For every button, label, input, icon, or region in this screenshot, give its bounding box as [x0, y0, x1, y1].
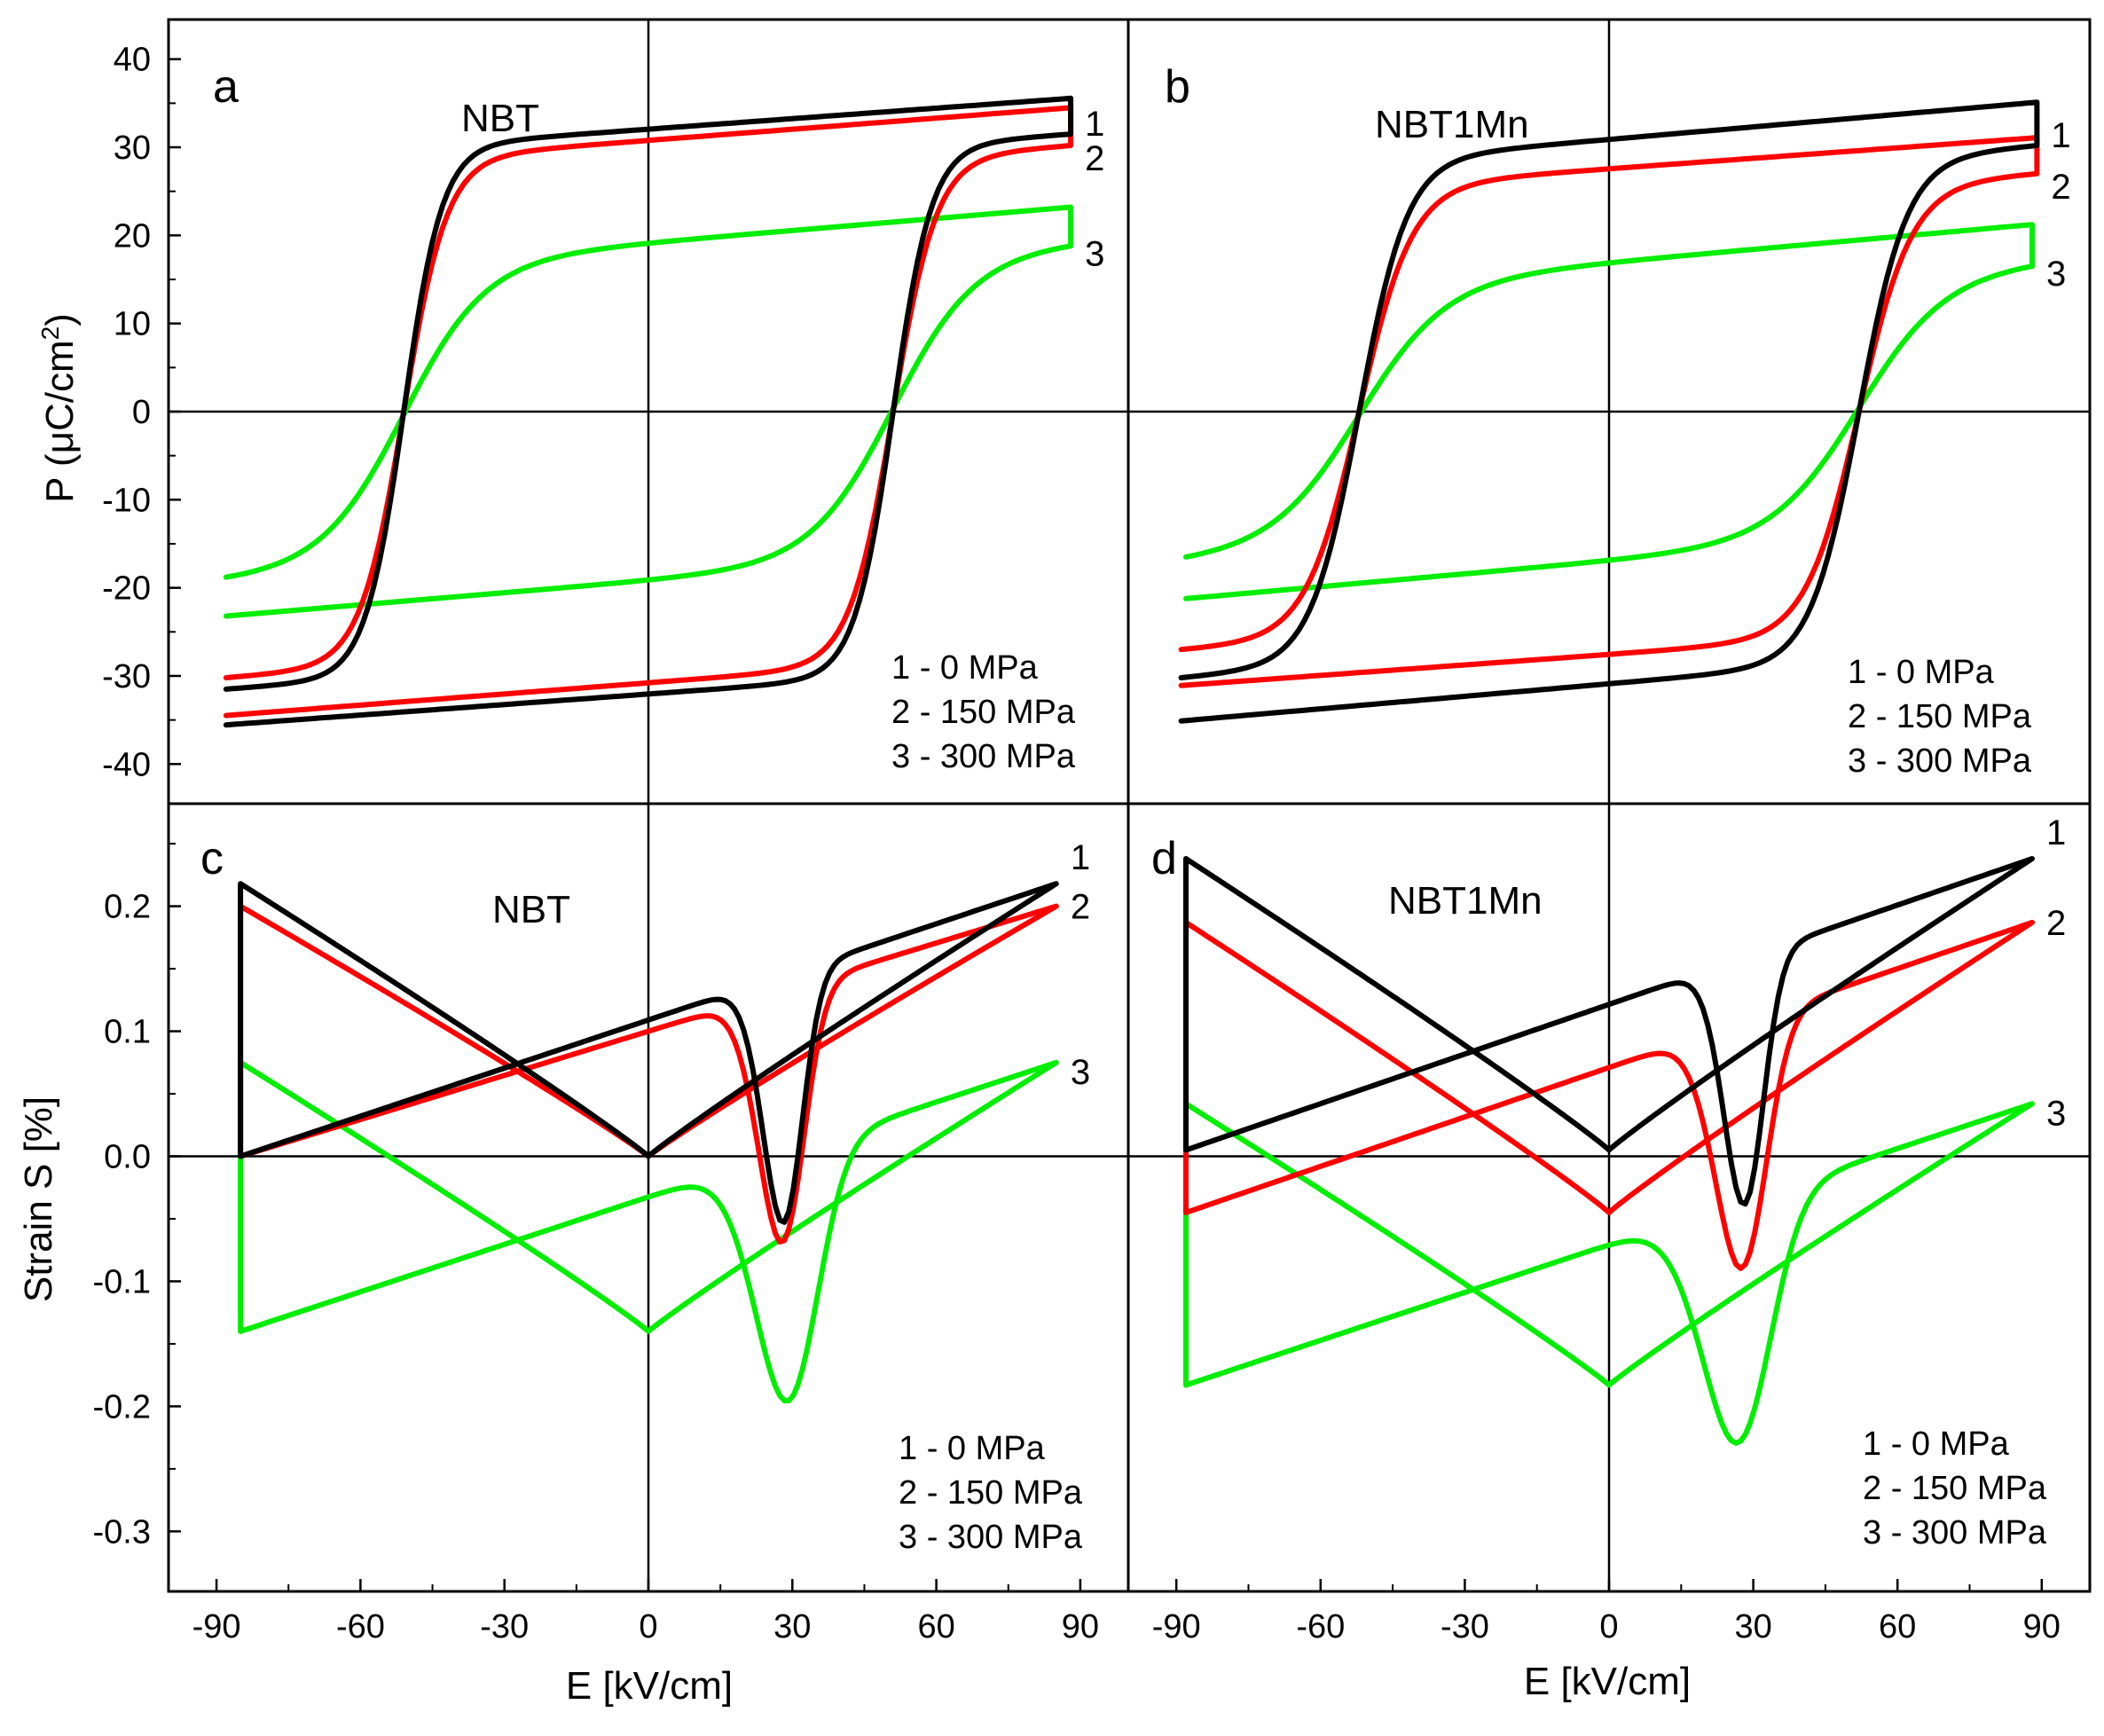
chart-frame	[167, 18, 2092, 1593]
panel-a-title: NBT	[461, 97, 539, 140]
y-tick-label: 20	[114, 217, 151, 255]
curve-label-b-3: 3	[2046, 255, 2066, 294]
panel-a-legend-1: 1 - 0 MPa	[891, 649, 1039, 687]
curve-b-1	[1178, 99, 2040, 724]
curve-label-d-2: 2	[2046, 904, 2066, 943]
y-tick-label: 0.2	[104, 889, 151, 926]
curve-b-2	[1178, 135, 2040, 688]
y-tick-label: 0.0	[104, 1138, 151, 1175]
panel-a-legend-3: 3 - 300 MPa	[891, 738, 1076, 775]
x-tick-label: -90	[192, 1608, 241, 1646]
panel-c-letter: c	[200, 833, 224, 884]
x-tick-label: 30	[1734, 1608, 1771, 1646]
panel-d-title: NBT1Mn	[1388, 879, 1543, 923]
panel-a-letter: a	[213, 61, 239, 113]
x-tick-label: 0	[1599, 1608, 1618, 1646]
y-tick-label: -0.1	[93, 1263, 151, 1300]
y-tick-label: -20	[102, 570, 151, 608]
panel-a-legend-2: 2 - 150 MPa	[891, 694, 1076, 731]
curve-label-c-1: 1	[1071, 838, 1090, 877]
p-axis-title: P (μC/cm2)	[36, 313, 82, 503]
curve-label-a-3: 3	[1085, 234, 1104, 273]
curve-label-b-1: 1	[2051, 116, 2070, 155]
y-tick-label: 0.1	[104, 1014, 151, 1051]
x-tick-label: 0	[639, 1608, 657, 1646]
x-tick-label: -60	[336, 1608, 385, 1646]
y-tick-label: 0	[132, 394, 151, 431]
x-tick-label: 90	[2023, 1608, 2061, 1646]
s-axis-title: Strain S [%]	[17, 1096, 60, 1302]
panel-d-legend-1: 1 - 0 MPa	[1863, 1426, 2010, 1463]
x-axis: -90 -60 -30 0 30 60 90 -90 -60 -30 0 30 60 90	[192, 1579, 2061, 1646]
panel-b-legend-3: 3 - 300 MPa	[1848, 742, 2032, 780]
p-axis-title-end: )	[38, 313, 82, 326]
x-tick-label: -30	[480, 1608, 529, 1646]
curve-a-3	[223, 204, 1074, 619]
curve-c-1	[238, 881, 1059, 1225]
y-tick-label: -40	[102, 746, 151, 783]
x-tick-label: -30	[1441, 1608, 1489, 1646]
x-axis-title-right: E [kV/cm]	[1524, 1660, 1691, 1703]
curve-label-c-3: 3	[1071, 1053, 1090, 1092]
y-tick-label: -10	[102, 482, 151, 519]
panel-b-letter: b	[1165, 61, 1190, 113]
y-tick-label: 30	[114, 130, 151, 167]
curve-label-d-1: 1	[2046, 813, 2066, 852]
panel-labels: a b c d NBT NBT1Mn NBT NBT1Mn 1 - 0 MPa …	[17, 61, 2047, 1708]
curve-d-2	[1183, 919, 2035, 1271]
curve-label-a-1: 1	[1085, 105, 1104, 144]
p-axis-title-unit: μC/cm	[38, 340, 82, 453]
x-tick-label: -90	[1152, 1608, 1201, 1646]
panel-d-letter: d	[1151, 833, 1177, 884]
curve-label-b-2: 2	[2051, 168, 2070, 207]
panel-b-title: NBT1Mn	[1375, 103, 1529, 146]
x-tick-label: 60	[1879, 1608, 1916, 1646]
curve-a-1	[223, 95, 1074, 728]
panel-c-legend-3: 3 - 300 MPa	[899, 1519, 1083, 1556]
panel-c-legend-2: 2 - 150 MPa	[899, 1474, 1083, 1512]
panel-c-legend-1: 1 - 0 MPa	[899, 1430, 1046, 1467]
p-axis-title-main: P (	[38, 453, 82, 503]
x-tick-label: 30	[773, 1608, 811, 1646]
curve-label-a-2: 2	[1085, 139, 1104, 178]
panel-b-legend-2: 2 - 150 MPa	[1848, 698, 2032, 735]
curve-d-3	[1183, 1101, 2035, 1446]
curve-c-3	[238, 1059, 1059, 1403]
x-tick-label: 90	[1062, 1608, 1099, 1646]
y-tick-label: -30	[102, 658, 151, 695]
y-tick-label: -0.3	[93, 1513, 151, 1551]
y-axes: -40 -30 -20 -10 0 10 20 30 40 -0.3 -0.2 -0.1 0.0 0.1 0…	[93, 42, 181, 1551]
curve-c-2	[238, 903, 1059, 1245]
y-tick-label: 10	[114, 306, 151, 343]
panel-b-legend-1: 1 - 0 MPa	[1848, 654, 1995, 691]
panel-d-legend-3: 3 - 300 MPa	[1863, 1514, 2047, 1551]
x-axis-title-left: E [kV/cm]	[566, 1664, 733, 1708]
panel-c-title: NBT	[492, 888, 570, 931]
curve-label-d-3: 3	[2046, 1094, 2066, 1133]
curve-label-c-2: 2	[1071, 888, 1090, 927]
p-axis-title-sup: 2	[36, 326, 64, 341]
y-tick-label: 40	[114, 42, 151, 79]
x-tick-label: 60	[917, 1608, 954, 1646]
panel-d-legend-2: 2 - 150 MPa	[1863, 1470, 2047, 1507]
curve-b-3	[1183, 222, 2035, 601]
x-tick-label: -60	[1296, 1608, 1345, 1646]
y-tick-label: -0.2	[93, 1388, 151, 1426]
curve-d-1	[1183, 856, 2035, 1207]
